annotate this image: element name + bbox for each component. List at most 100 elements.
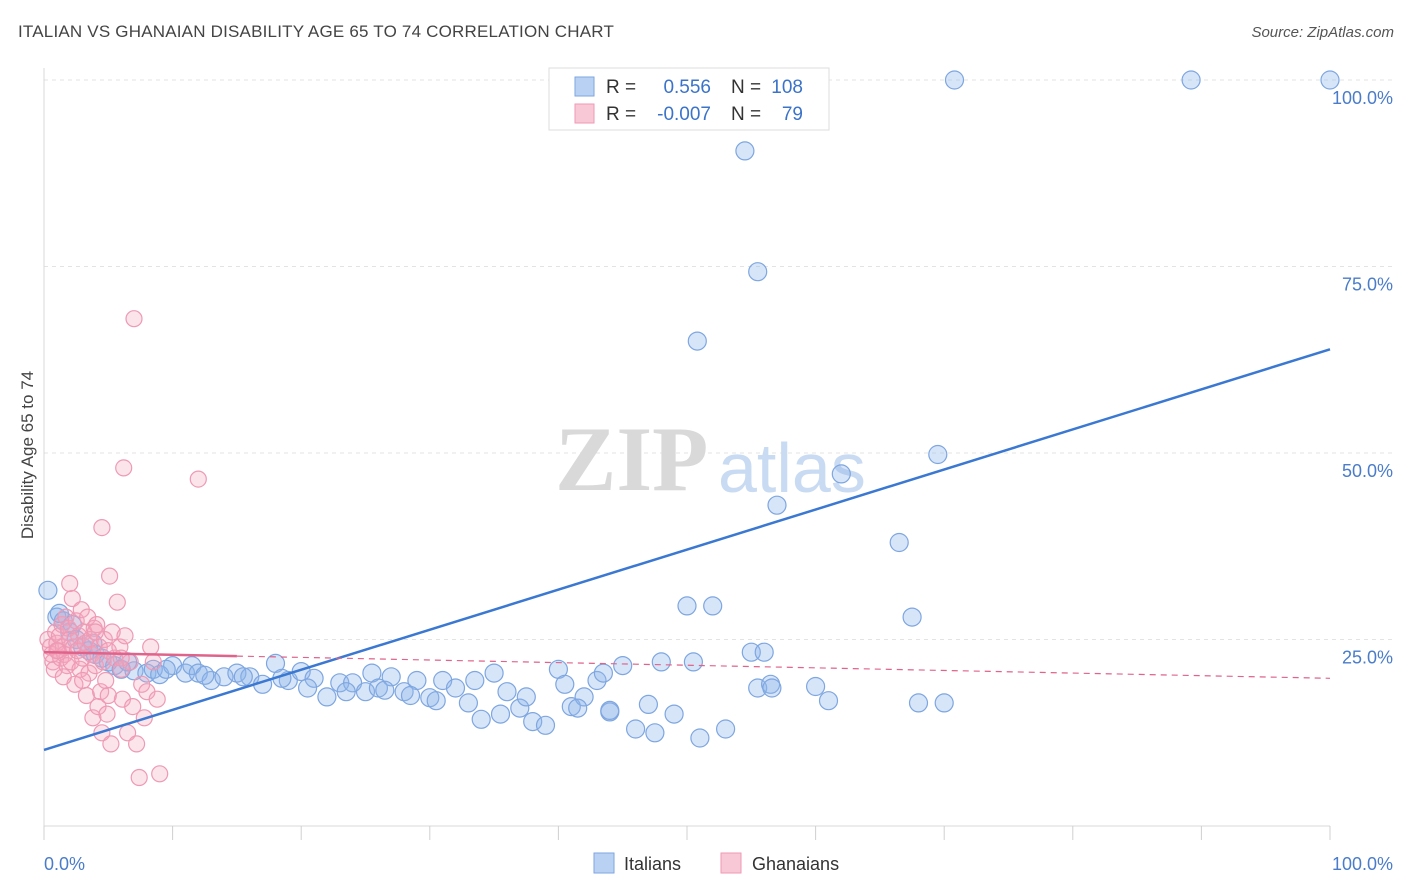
- italians-point-18: [182, 655, 202, 676]
- ghanaians-point-60: [128, 735, 146, 753]
- italians-point-100: [490, 704, 511, 724]
- trend-line-ghanaians-dashed: [236, 655, 1331, 679]
- italians-point-57: [638, 694, 659, 715]
- italians-point-102: [593, 663, 614, 683]
- y-axis-label: Disability Age 65 to 74: [18, 371, 37, 539]
- legend-n-value-1: 108: [771, 77, 803, 98]
- series-legend: Italians Ghanaians: [593, 852, 839, 874]
- legend-n-value-2: 79: [782, 104, 803, 125]
- legend-r-value-2: -0.007: [657, 104, 711, 125]
- correlation-legend: R = 0.556 N = 108 R = -0.007 N = 79: [548, 67, 830, 131]
- trend-line-ghanaians-solid: [43, 650, 237, 658]
- italians-point-60: [677, 596, 697, 616]
- watermark-zip: ZIP: [555, 408, 708, 510]
- ghanaians-point-68: [151, 765, 169, 783]
- italians-point-56: [625, 719, 646, 739]
- italians-point-42: [471, 709, 491, 729]
- italians-point-73: [831, 464, 851, 484]
- italians-point-55: [613, 655, 633, 676]
- italians-point-77: [934, 693, 954, 713]
- ghanaians-point-61: [130, 768, 148, 787]
- ghanaians-point-67: [148, 690, 166, 708]
- italians-point-98: [426, 691, 446, 711]
- legend-r-label-1: R =: [606, 77, 636, 98]
- italians-point-62: [703, 596, 723, 616]
- x-tick-label-1: 100.0%: [1332, 854, 1393, 874]
- italians-point-67: [754, 642, 774, 662]
- italians-point-0: [38, 580, 58, 600]
- italians-point-83: [1181, 70, 1201, 90]
- italians-point-103: [645, 723, 665, 743]
- italians-point-40: [445, 678, 466, 698]
- ghanaians-point-48: [102, 735, 120, 753]
- ghanaians-point-71: [189, 470, 207, 488]
- series-legend-swatch-ghanaians: [720, 852, 742, 874]
- italians-point-81: [928, 444, 948, 465]
- italians-point-72: [818, 691, 839, 711]
- ghanaians-point-44: [97, 671, 115, 690]
- italians-point-94: [298, 678, 318, 698]
- italians-point-50: [555, 674, 575, 694]
- watermark: ZIP atlas: [555, 408, 866, 510]
- italians-point-79: [748, 262, 768, 282]
- ghanaians-point-76: [86, 623, 105, 641]
- y-tick-label-3: 100.0%: [1332, 88, 1393, 108]
- italians-point-51: [561, 696, 581, 717]
- ghanaians-point-47: [100, 567, 119, 585]
- italians-point-104: [683, 652, 704, 672]
- italians-point-41: [458, 693, 478, 713]
- italians-point-58: [651, 652, 671, 672]
- italians-point-80: [687, 331, 707, 351]
- y-tick-label-2: 75.0%: [1342, 275, 1393, 295]
- ghanaians-point-73: [54, 668, 72, 686]
- italians-point-78: [735, 141, 755, 161]
- series-legend-swatch-italians: [593, 852, 615, 874]
- ghanaians-point-66: [144, 653, 162, 671]
- italians-point-44: [497, 682, 517, 702]
- ghanaians-point-72: [48, 642, 66, 660]
- italians-point-84: [1320, 70, 1340, 90]
- italians-point-43: [484, 663, 504, 683]
- italians-point-76: [908, 693, 929, 713]
- ghanaians-point-74: [61, 574, 79, 593]
- legend-swatch-ghanaians: [574, 103, 595, 124]
- trend-line-italians: [43, 348, 1331, 752]
- italians-point-46: [516, 687, 536, 707]
- grid-lines: [44, 79, 1392, 640]
- ghanaians-point-13: [57, 608, 75, 626]
- italians-point-59: [664, 704, 684, 724]
- italians-point-101: [568, 698, 588, 718]
- y-tick-label-1: 50.0%: [1342, 461, 1393, 481]
- italians-point-82: [944, 70, 965, 90]
- italians-point-96: [375, 680, 395, 700]
- italians-point-74: [889, 532, 909, 553]
- series-legend-label-ghanaians: Ghanaians: [752, 854, 839, 874]
- legend-n-label-2: N =: [731, 104, 761, 125]
- italians-point-64: [600, 700, 620, 721]
- x-tick-label-0: 0.0%: [44, 854, 85, 874]
- tick-labels: 25.0% 50.0% 75.0% 100.0% 0.0% 100.0%: [44, 88, 1393, 874]
- ghanaians-point-77: [99, 686, 117, 705]
- italians-point-91: [195, 665, 215, 685]
- chart-source: Source: ZipAtlas.com: [1251, 24, 1394, 41]
- italians-point-45: [510, 698, 530, 718]
- italians-point-70: [767, 495, 787, 515]
- italians-point-99: [465, 670, 485, 691]
- italians-point-29: [317, 687, 337, 707]
- italians-point-63: [715, 719, 736, 739]
- italians-point-52: [574, 687, 594, 707]
- italians-point-28: [304, 668, 324, 688]
- ghanaians-point-49: [103, 623, 121, 641]
- ghanaians-point-58: [124, 697, 142, 716]
- ghanaians-point-59: [125, 310, 143, 328]
- italians-point-47: [523, 711, 543, 732]
- italians-point-53: [587, 670, 607, 691]
- axes: [43, 68, 1331, 840]
- legend-n-label-1: N =: [731, 77, 761, 98]
- chart-title: ITALIAN VS GHANAIAN DISABILITY AGE 65 TO…: [18, 22, 615, 41]
- ghanaians-point-70: [115, 459, 133, 477]
- legend-r-label-2: R =: [606, 104, 636, 125]
- trend-lines: [43, 348, 1331, 752]
- ghanaians-point-45: [98, 705, 116, 723]
